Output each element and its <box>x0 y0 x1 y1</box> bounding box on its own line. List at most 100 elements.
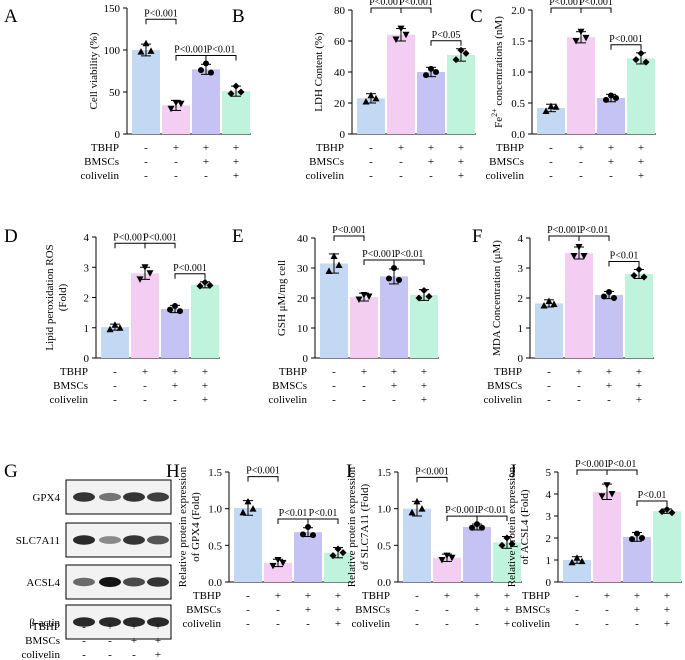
p-value-label: P<0.001 <box>549 0 583 8</box>
blot-band <box>147 617 169 627</box>
bar <box>320 263 348 358</box>
treatment-sign: - <box>429 170 433 182</box>
treatment-sign: + <box>155 635 161 647</box>
blot-band <box>147 577 169 587</box>
data-point <box>177 100 185 108</box>
data-point <box>640 273 648 281</box>
blot-band <box>99 577 121 587</box>
treatment-sign: + <box>421 380 427 392</box>
data-point <box>362 97 370 105</box>
data-point <box>425 293 433 300</box>
data-point <box>367 91 375 99</box>
treatment-sign: - <box>362 380 366 392</box>
treatment-sign: - <box>607 394 611 406</box>
data-point <box>330 252 338 259</box>
y-axis-label: of SLC7A11 (Fold) <box>359 483 371 570</box>
blot-band <box>123 535 145 545</box>
bar <box>161 308 189 358</box>
data-point <box>438 557 446 564</box>
treatment-sign: - <box>549 170 553 182</box>
bar <box>653 511 681 582</box>
blot-band <box>147 492 169 502</box>
data-point <box>582 34 590 42</box>
y-axis-label: Relative protein expression <box>506 466 518 587</box>
y-tick-label: 2.0 <box>511 5 525 17</box>
treatment-sign: + <box>305 590 311 602</box>
data-point <box>232 82 240 90</box>
treatment-sign: - <box>143 394 147 406</box>
treatment-sign: + <box>233 170 239 182</box>
bar <box>593 491 621 582</box>
data-point <box>392 36 400 43</box>
treatment-sign: - <box>332 380 336 392</box>
y-tick-label: 1 <box>84 323 90 335</box>
bar <box>535 303 563 358</box>
data-point <box>632 56 640 64</box>
y-tick-label: 3 <box>518 263 524 275</box>
data-point <box>172 99 180 107</box>
significance-bracket <box>550 7 582 13</box>
data-point <box>601 293 607 300</box>
bar <box>350 297 378 358</box>
treatment-sign: - <box>392 394 396 406</box>
significance-bracket <box>576 469 608 475</box>
bar <box>132 50 160 134</box>
y-tick-label: 5 <box>546 467 552 479</box>
data-point <box>310 532 316 539</box>
significance-bracket <box>370 7 402 13</box>
treatment-sign: - <box>82 635 86 647</box>
y-tick-label: 0.0 <box>511 129 525 141</box>
p-value-label: P<0.01 <box>478 505 507 516</box>
bar <box>357 98 385 134</box>
data-point <box>498 541 506 549</box>
treatment-sign: + <box>202 380 208 392</box>
y-tick-label: 3 <box>84 262 90 274</box>
y-tick-label: 4 <box>518 233 524 245</box>
treatment-sign: - <box>332 394 336 406</box>
treatment-sign: + <box>578 142 584 154</box>
significance-bracket <box>333 235 365 241</box>
treatment-sign: - <box>399 156 403 168</box>
data-point <box>469 524 475 531</box>
treatment-row-label: TBHP <box>496 142 524 154</box>
bar <box>417 72 445 134</box>
data-point <box>177 308 183 315</box>
data-point <box>570 253 578 260</box>
treatment-row-label: colivelin <box>183 618 222 630</box>
treatment-sign: - <box>82 621 86 633</box>
treatment-row-label: TBHP <box>91 142 119 154</box>
p-value-label: P<0.001 <box>579 0 613 8</box>
treatment-sign: - <box>547 394 551 406</box>
data-point <box>141 264 149 271</box>
treatment-sign: - <box>246 590 250 602</box>
y-tick-label: 0 <box>84 353 90 365</box>
treatment-sign: - <box>246 604 250 616</box>
y-tick-label: 0.0 <box>377 577 391 589</box>
data-point <box>355 296 363 303</box>
treatment-row-label: colivelin <box>486 170 525 182</box>
treatment-sign: - <box>549 156 553 168</box>
blot-band <box>73 492 95 502</box>
blot-band <box>73 535 95 545</box>
treatment-sign: + <box>428 142 434 154</box>
p-value-label: P<0.01 <box>580 225 609 236</box>
data-point <box>335 261 343 268</box>
p-value-label: P<0.01 <box>309 508 338 519</box>
p-value-label: P<0.001 <box>143 232 177 243</box>
y-axis-label: LDH Content (%) <box>313 32 325 112</box>
y-axis-label: MDA Concentration (μM) <box>491 240 503 356</box>
blot-band <box>99 617 121 627</box>
data-point <box>408 508 416 516</box>
treatment-row-label: colivelin <box>269 394 308 406</box>
y-tick-label: 50 <box>109 87 121 99</box>
y-tick-label: 2 <box>518 293 524 305</box>
bar <box>234 507 262 582</box>
treatment-sign: + <box>421 394 427 406</box>
data-point <box>503 534 511 542</box>
bar <box>191 284 219 358</box>
data-point <box>658 508 666 516</box>
p-value-label: P<0.05 <box>432 30 461 41</box>
treatment-sign: + <box>131 621 137 633</box>
data-point <box>279 559 287 567</box>
